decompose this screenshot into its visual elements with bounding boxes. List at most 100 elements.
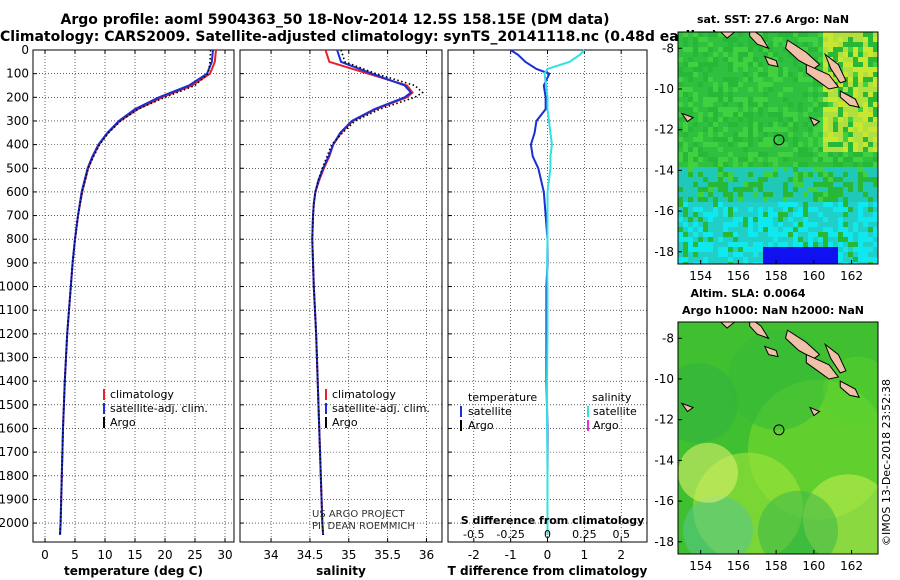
sst-cell	[873, 62, 878, 68]
sst-cell	[813, 217, 819, 223]
sst-cell	[683, 177, 689, 183]
sst-cell	[803, 187, 809, 193]
sst-cell	[808, 237, 814, 243]
sst-cell	[838, 107, 844, 113]
sst-cell	[793, 152, 799, 158]
sst-cell	[803, 162, 809, 168]
sst-cell	[788, 122, 794, 128]
sst-cell	[683, 47, 689, 53]
sst-cell	[803, 222, 809, 228]
y-tick-label: -12	[654, 413, 674, 427]
sst-cell	[783, 217, 789, 223]
sst-cell	[858, 197, 864, 203]
sst-cell	[838, 167, 844, 173]
sst-cell	[838, 147, 844, 153]
sst-cell	[773, 212, 779, 218]
sst-cell	[713, 132, 719, 138]
sst-cell	[758, 112, 764, 118]
sst-cell	[858, 82, 864, 88]
sst-cell	[858, 152, 864, 158]
sst-cell	[848, 32, 854, 38]
sst-cell	[768, 37, 774, 43]
sst-cell	[738, 262, 744, 264]
sst-cell	[788, 152, 794, 158]
sst-cell	[868, 137, 874, 143]
sst-cell	[678, 102, 684, 108]
sst-cell	[743, 247, 749, 253]
sst-cell	[853, 72, 859, 78]
sst-cell	[688, 82, 694, 88]
sst-cell	[783, 127, 789, 133]
sst-cell	[848, 242, 854, 248]
sst-cell	[713, 247, 719, 253]
sst-cell	[773, 92, 779, 98]
sst-cell	[693, 152, 699, 158]
sst-cell	[738, 212, 744, 218]
sst-cell	[743, 222, 749, 228]
sst-cell	[858, 142, 864, 148]
sst-cell	[708, 32, 714, 38]
sst-cell	[768, 97, 774, 103]
sst-cell	[748, 107, 754, 113]
sst-cell	[793, 87, 799, 93]
sst-cell	[783, 167, 789, 173]
sst-cell	[778, 187, 784, 193]
y-tick-label: 900	[6, 256, 29, 270]
x-tick-label: 34.5	[297, 548, 324, 562]
sst-cell	[818, 212, 824, 218]
sst-cell	[813, 157, 819, 163]
sst-cell	[858, 132, 864, 138]
sst-cell	[733, 77, 739, 83]
sst-cell	[773, 132, 779, 138]
sst-cell	[693, 162, 699, 168]
sst-cell	[873, 87, 878, 93]
sst-cell	[793, 192, 799, 198]
sst-cell	[778, 232, 784, 238]
sst-cell	[718, 92, 724, 98]
sst-cell	[823, 112, 829, 118]
sst-cell	[733, 67, 739, 73]
sst-cell	[768, 167, 774, 173]
sst-cell	[683, 97, 689, 103]
sst-cell	[748, 72, 754, 78]
sst-cell	[863, 62, 869, 68]
sst-cell	[748, 37, 754, 43]
sst-cell	[753, 92, 759, 98]
sst-cell	[753, 67, 759, 73]
sst-cell	[688, 167, 694, 173]
sst-cell	[868, 127, 874, 133]
sst-cell	[853, 82, 859, 88]
sst-cell	[868, 122, 874, 128]
sst-cell	[708, 167, 714, 173]
sst-cell	[843, 122, 849, 128]
sst-cell	[793, 252, 799, 258]
sst-cell	[853, 52, 859, 58]
sst-cell	[828, 197, 834, 203]
sst-cell	[683, 192, 689, 198]
sst-cell	[738, 77, 744, 83]
sst-cell	[753, 162, 759, 168]
sst-cell	[708, 102, 714, 108]
sst-cell	[773, 257, 779, 263]
sst-cell	[703, 52, 709, 58]
sst-cell	[828, 212, 834, 218]
sst-cell	[713, 77, 719, 83]
sst-cell	[683, 72, 689, 78]
sst-cell	[738, 242, 744, 248]
sst-cell	[863, 232, 869, 238]
sst-cell	[728, 152, 734, 158]
sst-cell	[863, 157, 869, 163]
sst-cell	[853, 192, 859, 198]
sst-cell	[838, 62, 844, 68]
sst-cell	[738, 72, 744, 78]
sst-cell	[698, 167, 704, 173]
sst-cell	[823, 187, 829, 193]
sst-cell	[713, 122, 719, 128]
sst-cell	[693, 257, 699, 263]
sst-cell	[818, 182, 824, 188]
sst-cell	[823, 237, 829, 243]
sst-cell	[758, 117, 764, 123]
sst-cell	[788, 222, 794, 228]
sst-cell	[728, 222, 734, 228]
sst-cell	[733, 187, 739, 193]
